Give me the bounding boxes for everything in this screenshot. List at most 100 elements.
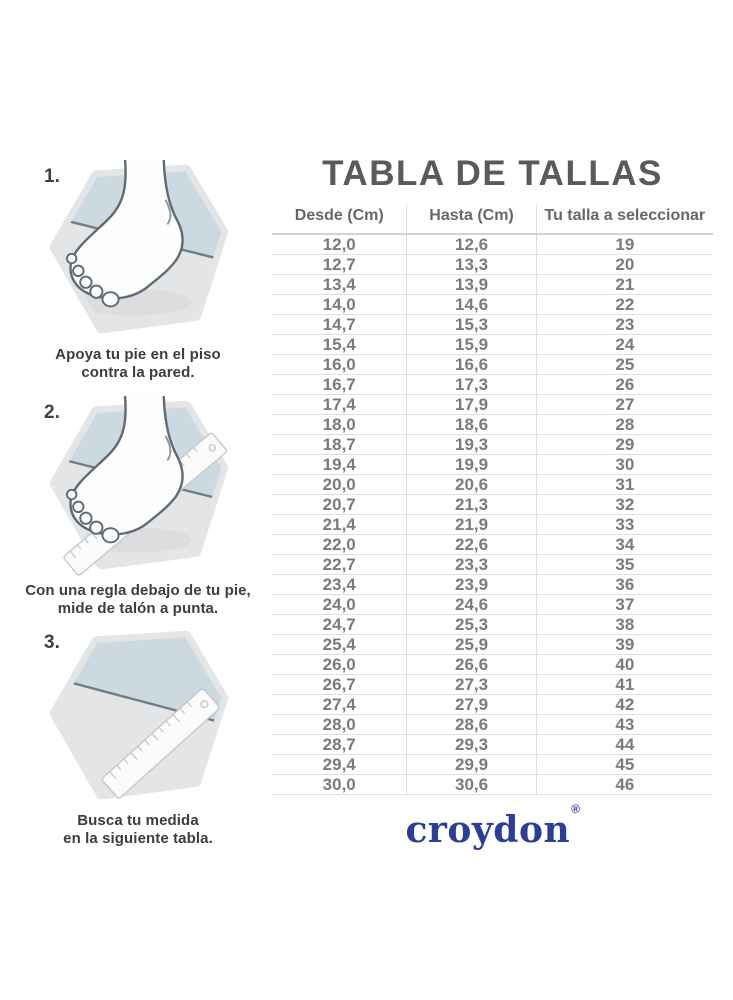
talla-cell: 42 <box>536 694 713 715</box>
foot-on-ruler-icon <box>49 396 228 576</box>
size-table-row: 28,0 28,6 43 <box>272 714 713 735</box>
talla-cell: 44 <box>536 734 713 755</box>
ruler-icon <box>49 630 228 800</box>
desde-cell: 14,7 <box>272 314 408 335</box>
talla-cell: 23 <box>536 314 713 335</box>
page-title: TABLA DE TALLAS <box>322 154 663 193</box>
foot-against-wall-icon <box>49 160 228 334</box>
size-table-row: 21,4 21,9 33 <box>272 514 713 535</box>
desde-cell: 18,0 <box>272 414 408 435</box>
size-table: Desde (Cm) Hasta (Cm) Tu talla a selecci… <box>272 205 713 795</box>
hasta-cell: 17,3 <box>406 374 537 395</box>
size-table-row: 23,4 23,9 36 <box>272 574 713 595</box>
talla-cell: 40 <box>536 654 713 675</box>
step-1-caption-line2: contra la pared. <box>81 364 195 381</box>
hasta-cell: 14,6 <box>406 294 537 315</box>
talla-cell: 20 <box>536 254 713 275</box>
talla-cell: 30 <box>536 454 713 475</box>
step-3-number: 3. <box>44 632 60 653</box>
talla-cell: 27 <box>536 394 713 415</box>
talla-cell: 28 <box>536 414 713 435</box>
desde-cell: 22,0 <box>272 534 408 555</box>
size-table-row: 29,4 29,9 45 <box>272 754 713 775</box>
step-2: 2. <box>22 396 254 618</box>
step-3-caption-line2: en la siguiente tabla. <box>63 830 213 847</box>
desde-cell: 24,0 <box>272 594 408 615</box>
talla-cell: 39 <box>536 634 713 655</box>
talla-cell: 43 <box>536 714 713 735</box>
brand-name: croydon <box>405 809 571 851</box>
hasta-cell: 25,9 <box>406 634 537 655</box>
talla-cell: 24 <box>536 334 713 355</box>
desde-cell: 12,0 <box>272 234 408 255</box>
desde-cell: 21,4 <box>272 514 408 535</box>
desde-cell: 14,0 <box>272 294 408 315</box>
size-table-row: 18,7 19,3 29 <box>272 434 713 455</box>
size-table-row: 14,7 15,3 23 <box>272 314 713 335</box>
size-table-row: 22,0 22,6 34 <box>272 534 713 555</box>
step-1-caption-line1: Apoya tu pie en el piso <box>55 346 221 363</box>
talla-cell: 38 <box>536 614 713 635</box>
talla-cell: 21 <box>536 274 713 295</box>
talla-cell: 32 <box>536 494 713 515</box>
hasta-cell: 21,9 <box>406 514 537 535</box>
desde-cell: 18,7 <box>272 434 408 455</box>
size-table-row: 26,0 26,6 40 <box>272 654 713 675</box>
size-table-row: 13,4 13,9 21 <box>272 274 713 295</box>
step-1-number: 1. <box>44 166 60 187</box>
size-table-row: 26,7 27,3 41 <box>272 674 713 695</box>
size-table-body: 12,0 12,6 19 12,7 13,3 20 13,4 13,9 21 14,0 14,6 22… <box>272 234 713 795</box>
hasta-cell: 26,6 <box>406 654 537 675</box>
step-3-caption: Busca tu medida en la siguiente tabla. <box>22 812 254 848</box>
hasta-cell: 13,3 <box>406 254 537 275</box>
size-table-row: 12,0 12,6 19 <box>272 234 713 255</box>
desde-cell: 28,7 <box>272 734 408 755</box>
hasta-cell: 23,9 <box>406 574 537 595</box>
desde-cell: 16,7 <box>272 374 408 395</box>
size-table-row: 24,7 25,3 38 <box>272 614 713 635</box>
size-table-row: 20,7 21,3 32 <box>272 494 713 515</box>
size-table-row: 16,7 17,3 26 <box>272 374 713 395</box>
size-table-row: 24,0 24,6 37 <box>272 594 713 615</box>
size-table-row: 25,4 25,9 39 <box>272 634 713 655</box>
size-table-row: 20,0 20,6 31 <box>272 474 713 495</box>
talla-cell: 31 <box>536 474 713 495</box>
hasta-cell: 21,3 <box>406 494 537 515</box>
hasta-cell: 18,6 <box>406 414 537 435</box>
size-table-row: 22,7 23,3 35 <box>272 554 713 575</box>
talla-cell: 22 <box>536 294 713 315</box>
hasta-cell: 13,9 <box>406 274 537 295</box>
size-table-row: 27,4 27,9 42 <box>272 694 713 715</box>
size-table-row: 17,4 17,9 27 <box>272 394 713 415</box>
header-talla: Tu talla a seleccionar <box>536 205 713 235</box>
hasta-cell: 19,9 <box>406 454 537 475</box>
talla-cell: 37 <box>536 594 713 615</box>
talla-cell: 36 <box>536 574 713 595</box>
step-3-caption-line1: Busca tu medida <box>77 812 199 829</box>
desde-cell: 16,0 <box>272 354 408 375</box>
hasta-cell: 19,3 <box>406 434 537 455</box>
hasta-cell: 29,3 <box>406 734 537 755</box>
hasta-cell: 28,6 <box>406 714 537 735</box>
talla-cell: 25 <box>536 354 713 375</box>
desde-cell: 22,7 <box>272 554 408 575</box>
step-3: 3. Busca tu medid <box>22 626 254 848</box>
hasta-cell: 27,9 <box>406 694 537 715</box>
size-table-row: 28,7 29,3 44 <box>272 734 713 755</box>
talla-cell: 46 <box>536 774 713 795</box>
size-table-row: 12,7 13,3 20 <box>272 254 713 275</box>
desde-cell: 17,4 <box>272 394 408 415</box>
hasta-cell: 12,6 <box>406 234 537 255</box>
hasta-cell: 15,3 <box>406 314 537 335</box>
talla-cell: 34 <box>536 534 713 555</box>
hasta-cell: 23,3 <box>406 554 537 575</box>
step-2-caption: Con una regla debajo de tu pie, mide de … <box>22 582 254 618</box>
desde-cell: 29,4 <box>272 754 408 775</box>
hasta-cell: 24,6 <box>406 594 537 615</box>
size-table-row: 18,0 18,6 28 <box>272 414 713 435</box>
registered-mark: ® <box>571 802 581 816</box>
step-2-caption-line1: Con una regla debajo de tu pie, <box>25 582 251 599</box>
talla-cell: 33 <box>536 514 713 535</box>
size-table-header-row: Desde (Cm) Hasta (Cm) Tu talla a selecci… <box>272 205 713 235</box>
talla-cell: 29 <box>536 434 713 455</box>
